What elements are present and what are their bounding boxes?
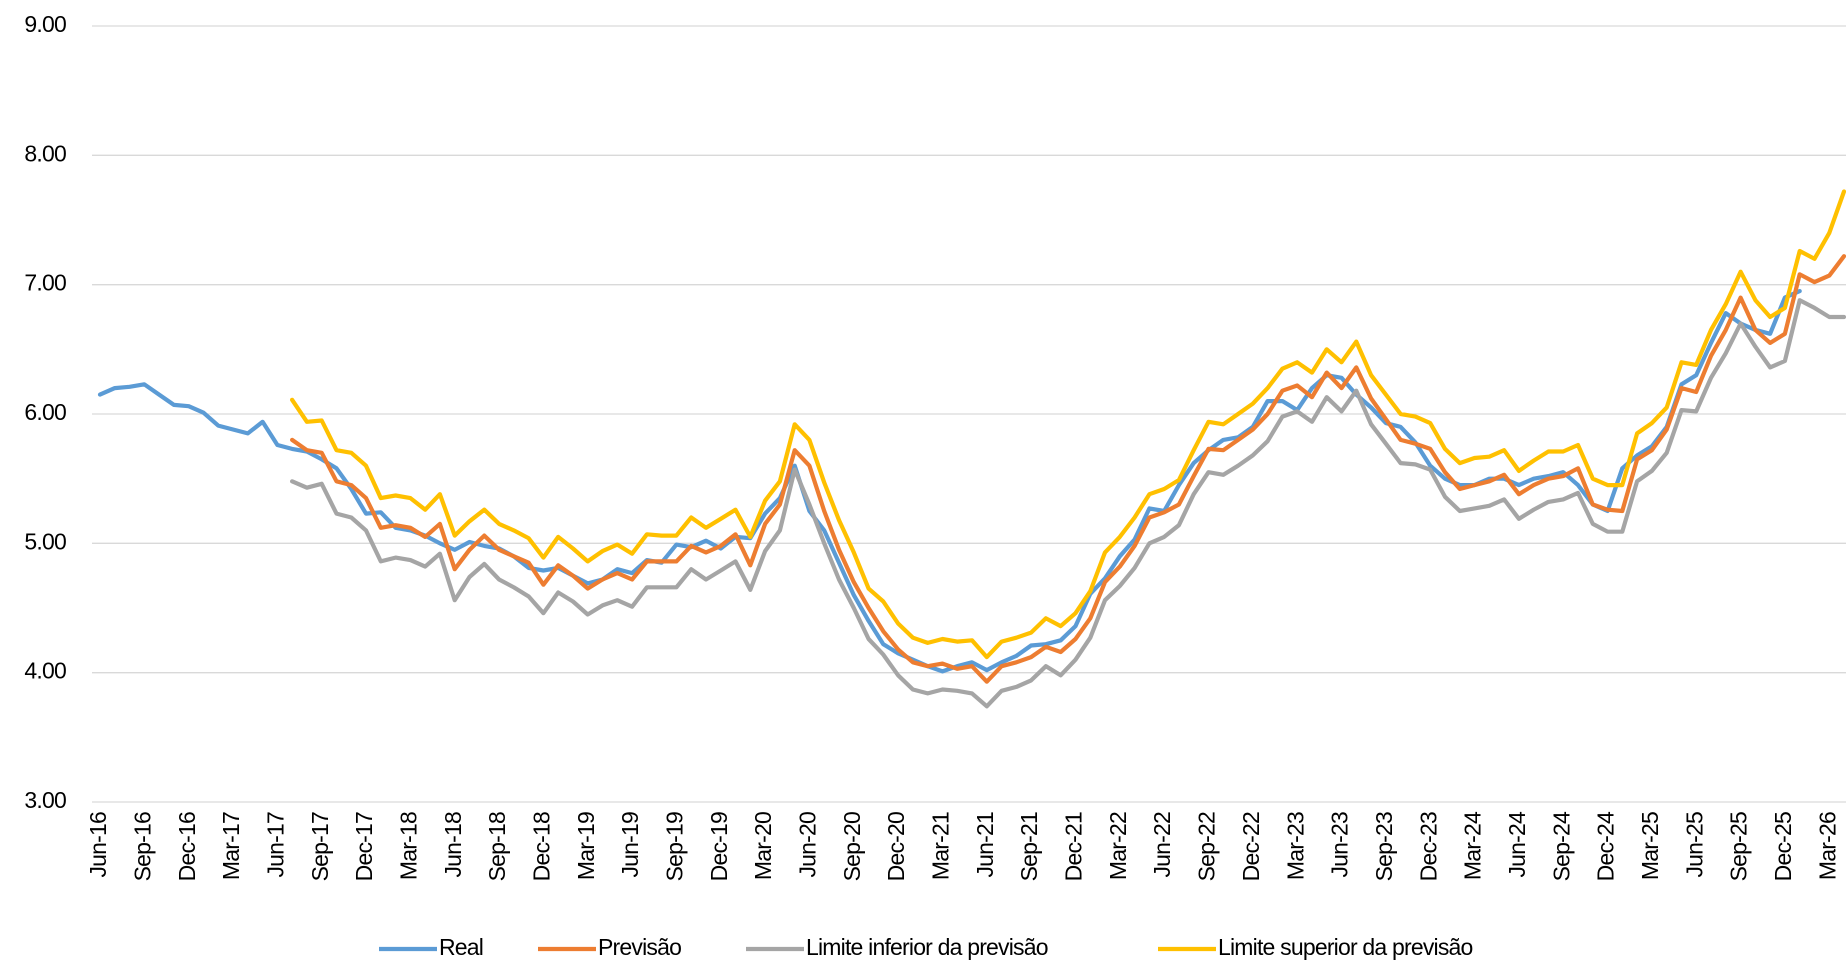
x-tick-label: Sep-24	[1548, 811, 1574, 881]
y-tick-label: 3.00	[24, 787, 66, 813]
x-tick-label: Dec-22	[1238, 812, 1264, 881]
legend-label: Limite superior da previsão	[1218, 934, 1473, 960]
x-tick-label: Jun-25	[1681, 812, 1707, 878]
x-tick-label: Mar-23	[1282, 812, 1308, 880]
x-tick-label: Jun-20	[795, 812, 821, 878]
x-tick-label: Sep-22	[1194, 812, 1220, 881]
x-tick-label: Jun-17	[262, 812, 288, 878]
x-tick-label: Sep-19	[661, 812, 687, 881]
x-tick-label: Dec-25	[1770, 812, 1796, 881]
x-tick-label: Jun-24	[1504, 811, 1530, 878]
x-tick-label: Mar-18	[395, 812, 421, 880]
x-tick-label: Sep-21	[1016, 812, 1042, 881]
x-tick-label: Dec-17	[351, 812, 377, 881]
x-tick-label: Dec-19	[706, 812, 732, 881]
y-tick-label: 9.00	[24, 11, 66, 37]
x-tick-label: Mar-20	[750, 812, 776, 880]
series-line	[97, 289, 1802, 674]
x-tick-label: Jun-22	[1149, 812, 1175, 878]
series-line	[290, 254, 1846, 684]
x-tick-label: Sep-20	[839, 812, 865, 881]
x-tick-label: Dec-24	[1593, 811, 1619, 881]
x-tick-label: Jun-18	[440, 812, 466, 878]
y-tick-label: 6.00	[24, 399, 66, 425]
x-tick-label: Sep-25	[1726, 812, 1752, 881]
x-tick-label: Dec-16	[174, 812, 200, 881]
x-tick-label: Mar-26	[1814, 812, 1840, 880]
x-tick-label: Sep-16	[129, 812, 155, 881]
x-tick-label: Dec-18	[528, 812, 554, 881]
y-tick-label: 5.00	[24, 528, 66, 554]
legend-label: Limite inferior da previsão	[806, 934, 1048, 960]
x-tick-label: Jun-21	[972, 812, 998, 878]
x-tick-label: Mar-24	[1460, 811, 1486, 880]
x-tick-label: Mar-25	[1637, 812, 1663, 880]
x-tick-label: Mar-21	[928, 812, 954, 880]
legend-label: Previsão	[598, 934, 681, 960]
x-tick-label: Jun-19	[617, 812, 643, 878]
x-tick-label: Dec-21	[1061, 812, 1087, 881]
x-tick-label: Jun-16	[85, 812, 111, 878]
y-tick-label: 7.00	[24, 270, 66, 296]
x-tick-label: Sep-18	[484, 812, 510, 881]
x-tick-label: Sep-23	[1371, 812, 1397, 881]
series-line	[290, 298, 1846, 709]
series-line	[290, 189, 1846, 660]
x-tick-label: Jun-23	[1327, 812, 1353, 878]
x-tick-label: Mar-17	[218, 812, 244, 880]
x-tick-label: Mar-19	[573, 812, 599, 880]
legend-label: Real	[439, 934, 483, 960]
x-tick-label: Dec-20	[883, 812, 909, 881]
x-tick-label: Dec-23	[1415, 812, 1441, 881]
x-tick-label: Sep-17	[307, 812, 333, 881]
y-tick-label: 4.00	[24, 658, 66, 684]
y-tick-label: 8.00	[24, 140, 66, 166]
x-tick-label: Mar-22	[1105, 812, 1131, 880]
